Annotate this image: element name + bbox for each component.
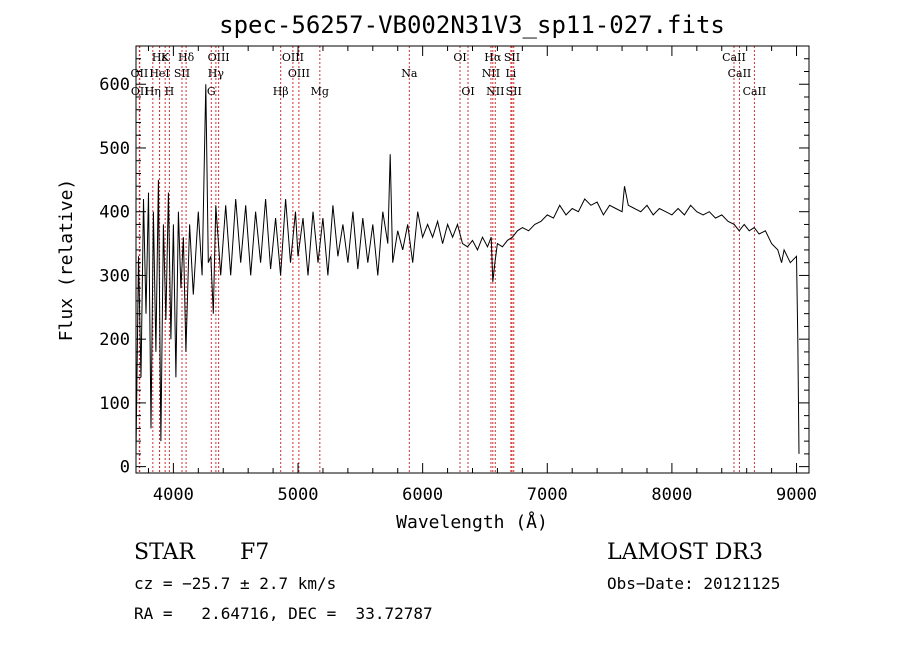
- line-label-4: K: [161, 51, 170, 64]
- x-axis-ticks: 4000 5000 6000 7000 8000 9000: [147, 46, 817, 505]
- object-subclass: F7: [240, 540, 270, 565]
- line-label-10: Hγ: [208, 67, 225, 80]
- ra-dec: RA = 2.64716, DEC = 33.72787: [134, 604, 433, 623]
- y-tick-label-500: 500: [99, 139, 130, 159]
- y-tick-label-300: 300: [99, 266, 130, 286]
- survey-name: LAMOST DR3: [607, 540, 763, 565]
- line-label-7: Hδ: [178, 51, 195, 64]
- line-label-24: SII: [506, 85, 522, 98]
- y-tick-label-200: 200: [99, 330, 130, 350]
- x-tick-label-5000: 5000: [278, 485, 319, 505]
- line-label-14: OIII: [288, 67, 310, 80]
- x-tick-label-9000: 9000: [776, 485, 817, 505]
- spectrum-flux-line: [135, 84, 800, 454]
- y-axis-label: Flux (relative): [56, 179, 77, 342]
- chart-title: spec-56257-VB002N31V3_sp11-027.fits: [219, 11, 725, 39]
- line-label-17: OI: [453, 51, 466, 64]
- line-label-0: Hε: [152, 51, 168, 64]
- x-tick-label-8000: 8000: [651, 485, 692, 505]
- line-label-9: OIII: [208, 51, 230, 64]
- line-label-18: OI: [461, 85, 474, 98]
- line-label-21: NII: [486, 85, 504, 98]
- x-tick-label-4000: 4000: [153, 485, 194, 505]
- line-label-22: SII: [504, 51, 520, 64]
- line-label-16: Na: [401, 67, 418, 80]
- line-label-26: CaII: [728, 67, 752, 80]
- line-label-27: CaII: [743, 85, 767, 98]
- object-class: STAR: [134, 540, 195, 565]
- line-label-19: Hα: [484, 51, 502, 64]
- plot-frame: [135, 45, 810, 474]
- y-tick-label-400: 400: [99, 203, 130, 223]
- y-tick-label-100: 100: [99, 394, 130, 414]
- line-label-3: Hη: [145, 85, 161, 98]
- x-axis-label: Wavelength (Å): [396, 511, 548, 533]
- line-label-11: G: [207, 85, 216, 98]
- obs-date: Obs−Date: 20121125: [607, 574, 781, 593]
- cz-value: cz = −25.7 ± 2.7 km/s: [134, 574, 337, 593]
- y-tick-label-600: 600: [99, 75, 130, 95]
- y-tick-label-0: 0: [120, 458, 130, 478]
- spectrum-chart: spec-56257-VB002N31V3_sp11-027.fits HεOI…: [56, 11, 817, 533]
- line-label-1: OII: [131, 67, 149, 80]
- line-label-6: H: [165, 85, 175, 98]
- line-label-12: Hβ: [273, 85, 289, 98]
- line-label-23: Li: [505, 67, 516, 80]
- y-axis-ticks: 0 100 200 300 400 500 600: [99, 58, 809, 478]
- line-label-15: Mg: [311, 85, 329, 98]
- x-tick-label-6000: 6000: [402, 485, 443, 505]
- x-tick-label-7000: 7000: [527, 485, 568, 505]
- line-label-8: SII: [174, 67, 190, 80]
- line-label-5: HeI: [149, 67, 169, 80]
- line-label-20: NII: [482, 67, 500, 80]
- line-label-13: OIII: [282, 51, 304, 64]
- line-label-2: OII: [131, 85, 149, 98]
- line-label-25: CaII: [722, 51, 746, 64]
